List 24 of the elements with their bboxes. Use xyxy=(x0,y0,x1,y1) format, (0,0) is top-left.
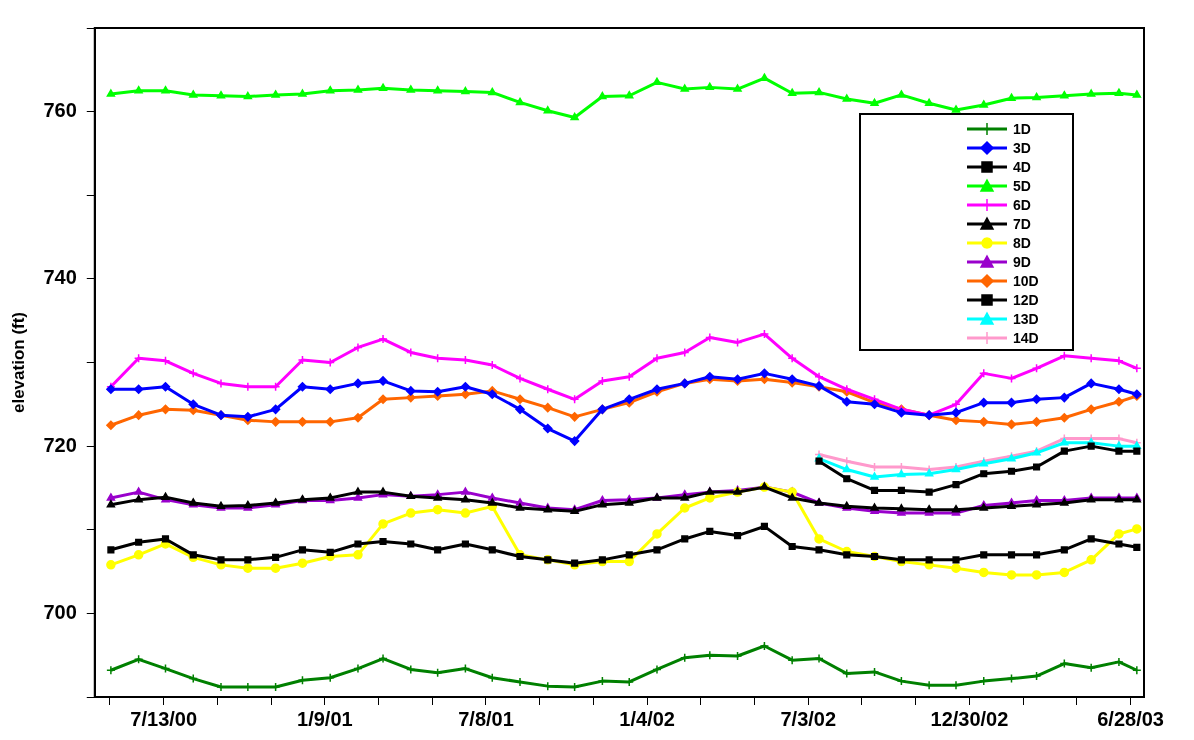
legend-label: 13D xyxy=(1013,310,1039,327)
x-tick-label: 7/13/00 xyxy=(130,707,198,730)
x-tick-label: 1/9/01 xyxy=(297,707,353,730)
y-tick-label: 740 xyxy=(43,266,77,289)
legend-label: 14D xyxy=(1013,329,1039,346)
legend-label: 8D xyxy=(1013,234,1031,251)
legend-label: 9D xyxy=(1013,253,1031,270)
x-tick-label: 7/3/02 xyxy=(780,707,837,730)
y-tick-label: 760 xyxy=(43,99,77,122)
x-tick-label: 1/4/02 xyxy=(619,707,675,730)
legend-label: 1D xyxy=(1013,120,1031,137)
legend-label: 5D xyxy=(1013,177,1031,194)
y-tick-label: 700 xyxy=(43,600,77,623)
x-tick-label: 7/8/01 xyxy=(458,707,514,730)
legend-label: 10D xyxy=(1013,272,1039,289)
x-tick-label: 6/28/03 xyxy=(1097,707,1164,730)
legend-label: 12D xyxy=(1013,291,1039,308)
y-tick-label: 720 xyxy=(43,433,77,456)
legend-label: 6D xyxy=(1013,196,1031,213)
legend-label: 3D xyxy=(1013,139,1031,156)
legend-label: 7D xyxy=(1013,215,1031,232)
x-tick-label: 12/30/02 xyxy=(930,707,1009,730)
y-axis-title: elevation (ft) xyxy=(8,311,28,414)
legend-label: 4D xyxy=(1013,158,1031,175)
